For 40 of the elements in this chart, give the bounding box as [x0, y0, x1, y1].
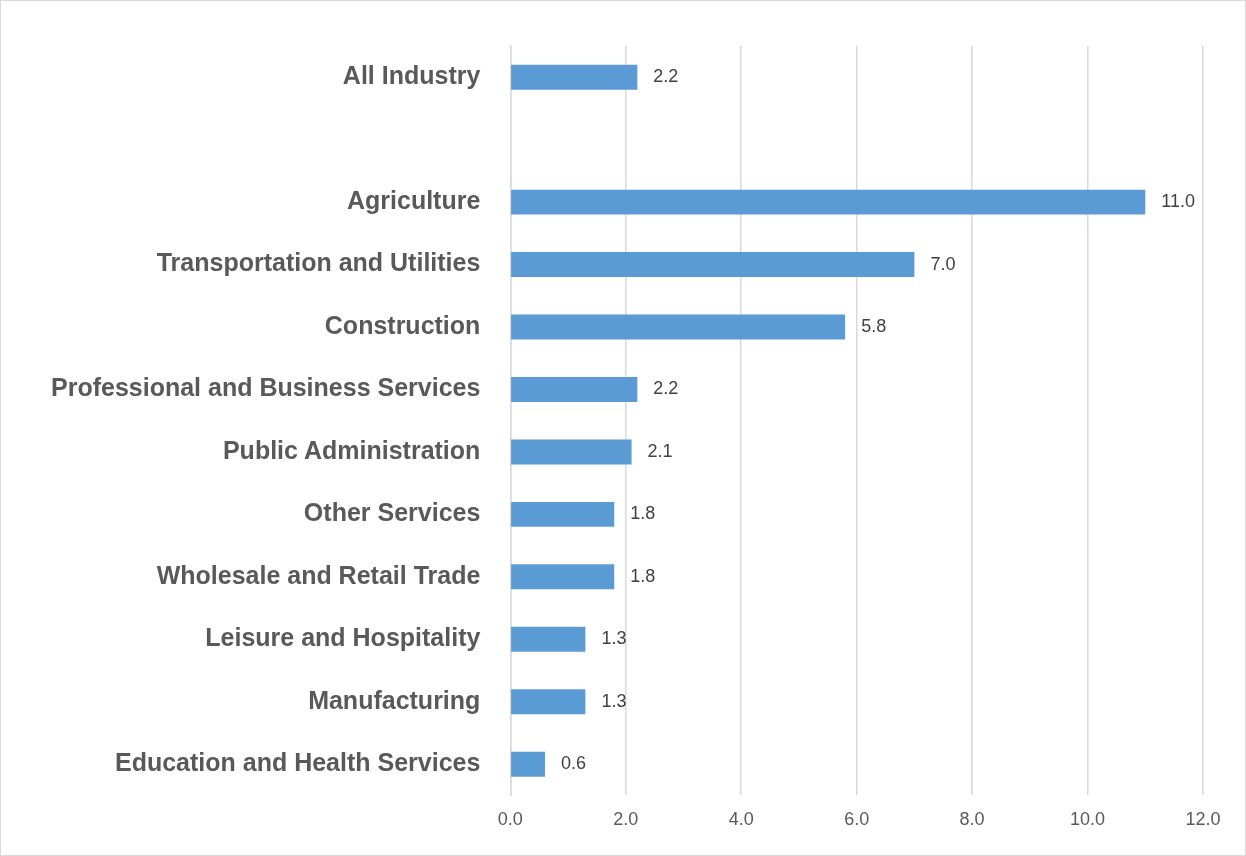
- y-tick-label: Other Services: [303, 498, 481, 527]
- x-tick-label: 6.0: [844, 809, 870, 830]
- bar: [511, 564, 615, 590]
- bar: [511, 751, 545, 777]
- x-tick-label: 8.0: [959, 809, 985, 830]
- bar: [511, 689, 586, 715]
- x-tick-label: 10.0: [1070, 809, 1106, 830]
- x-tick-label: 2.0: [613, 809, 639, 830]
- data-label: 2.1: [647, 440, 673, 461]
- data-label: 11.0: [1161, 191, 1195, 212]
- y-tick-label: Wholesale and Retail Trade: [156, 560, 481, 589]
- bar: [511, 64, 638, 90]
- y-tick-label: Transportation and Utilities: [156, 248, 481, 277]
- x-tick-label: 0.0: [497, 809, 523, 830]
- y-tick-label: Professional and Business Services: [51, 373, 481, 402]
- bar: [511, 189, 1146, 215]
- y-tick-label: All Industry: [342, 61, 481, 90]
- y-tick-label: Agriculture: [347, 186, 481, 215]
- bar: [511, 626, 586, 652]
- data-label: 5.8: [861, 315, 887, 336]
- data-label: 1.3: [601, 690, 627, 711]
- data-label: 2.2: [653, 66, 679, 87]
- bar: [511, 439, 632, 465]
- data-label: 7.0: [930, 253, 956, 274]
- data-label: 1.3: [601, 628, 627, 649]
- data-label: 2.2: [653, 378, 679, 399]
- y-tick-label: Education and Health Services: [114, 748, 481, 777]
- data-label: 0.6: [560, 753, 587, 774]
- bar: [511, 376, 638, 402]
- data-label: 1.8: [630, 565, 656, 586]
- x-tick-label: 4.0: [728, 809, 754, 830]
- y-tick-label: Construction: [324, 310, 481, 339]
- bar: [511, 252, 915, 278]
- bar: [511, 501, 615, 527]
- bar: [511, 314, 846, 340]
- y-tick-label: Public Administration: [222, 435, 481, 464]
- y-tick-label: Manufacturing: [308, 685, 481, 714]
- data-label: 1.8: [630, 503, 656, 524]
- y-tick-label: Leisure and Hospitality: [205, 623, 481, 652]
- x-tick-label: 12.0: [1185, 809, 1221, 830]
